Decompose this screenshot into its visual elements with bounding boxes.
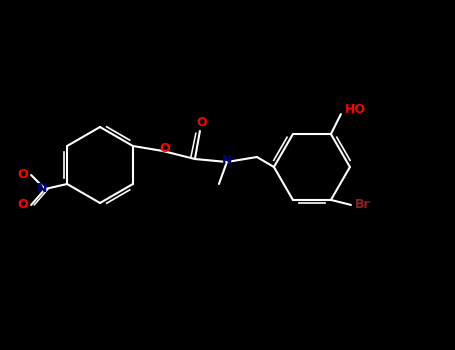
Text: Br: Br (355, 198, 371, 211)
Text: O: O (18, 168, 28, 182)
Text: N: N (222, 154, 232, 167)
Text: HO: HO (344, 103, 365, 116)
Text: N: N (37, 182, 47, 196)
Text: O: O (197, 117, 207, 130)
Text: O: O (18, 198, 28, 211)
Text: O: O (160, 141, 170, 154)
